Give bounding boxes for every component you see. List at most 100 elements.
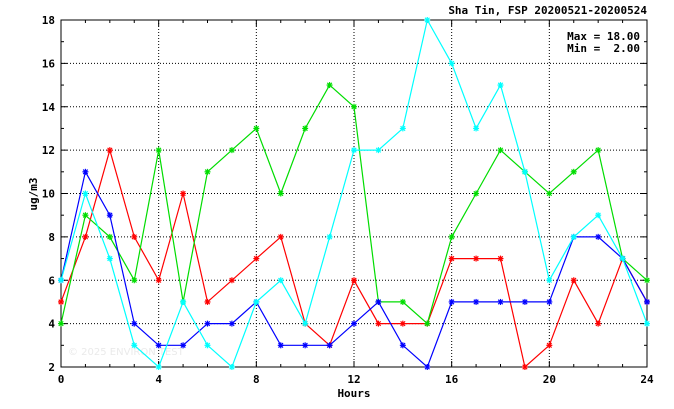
data-point bbox=[473, 298, 480, 305]
data-point bbox=[228, 277, 235, 284]
data-point bbox=[375, 320, 382, 327]
data-point bbox=[546, 277, 553, 284]
data-point bbox=[448, 233, 455, 240]
data-point bbox=[58, 320, 64, 327]
y-tick-label: 8 bbox=[48, 231, 55, 244]
y-tick-label: 4 bbox=[48, 318, 55, 331]
data-point bbox=[155, 364, 162, 370]
x-tick-labels: 0 4 8 12 16 20 24 bbox=[58, 373, 654, 386]
data-point bbox=[204, 168, 211, 175]
data-point bbox=[58, 298, 64, 305]
data-point bbox=[521, 364, 528, 370]
data-point bbox=[253, 298, 260, 305]
y-tick-labels: 2 4 6 8 10 12 14 16 18 bbox=[42, 14, 56, 374]
data-point bbox=[326, 82, 333, 89]
data-point bbox=[82, 212, 89, 219]
data-point bbox=[399, 320, 406, 327]
y-tick-label: 6 bbox=[48, 274, 55, 287]
data-point bbox=[155, 342, 162, 349]
data-point bbox=[277, 277, 284, 284]
data-point bbox=[595, 147, 602, 154]
data-point bbox=[424, 364, 431, 370]
data-point bbox=[326, 342, 333, 349]
data-point bbox=[228, 364, 235, 370]
data-point bbox=[277, 190, 284, 197]
data-point bbox=[497, 82, 504, 89]
data-point bbox=[106, 233, 113, 240]
data-point bbox=[521, 168, 528, 175]
data-point bbox=[58, 277, 64, 284]
series-2 bbox=[58, 82, 650, 327]
data-point bbox=[131, 320, 138, 327]
data-point bbox=[228, 147, 235, 154]
y-tick-label: 2 bbox=[48, 361, 55, 374]
data-point bbox=[180, 190, 187, 197]
data-point bbox=[155, 147, 162, 154]
data-point bbox=[473, 255, 480, 262]
data-point bbox=[424, 320, 431, 327]
data-point bbox=[473, 190, 480, 197]
data-point bbox=[424, 17, 431, 23]
data-point bbox=[497, 298, 504, 305]
data-point bbox=[570, 168, 577, 175]
y-tick-label: 10 bbox=[42, 188, 55, 201]
y-tick-label: 12 bbox=[42, 144, 55, 157]
x-axis-label: Hours bbox=[337, 387, 370, 400]
watermark: © 2025 ENVIRON TEST bbox=[68, 347, 185, 358]
x-tick-label: 0 bbox=[58, 373, 65, 386]
x-tick-label: 8 bbox=[253, 373, 260, 386]
data-point bbox=[106, 212, 113, 219]
data-point bbox=[302, 342, 309, 349]
data-point bbox=[570, 233, 577, 240]
data-point bbox=[399, 298, 406, 305]
data-point bbox=[155, 277, 162, 284]
data-point bbox=[326, 233, 333, 240]
data-point bbox=[180, 298, 187, 305]
data-point bbox=[473, 125, 480, 132]
data-point bbox=[106, 147, 113, 154]
data-point bbox=[546, 298, 553, 305]
data-point bbox=[448, 255, 455, 262]
grid-lines bbox=[61, 20, 647, 367]
data-point bbox=[204, 342, 211, 349]
data-point bbox=[595, 320, 602, 327]
x-tick-label: 16 bbox=[445, 373, 459, 386]
data-point bbox=[302, 125, 309, 132]
data-point bbox=[375, 298, 382, 305]
data-point bbox=[131, 277, 138, 284]
y-tick-label: 18 bbox=[42, 14, 55, 27]
data-point bbox=[131, 342, 138, 349]
data-point bbox=[277, 233, 284, 240]
data-point bbox=[448, 60, 455, 67]
data-point bbox=[351, 103, 357, 110]
data-point bbox=[448, 298, 455, 305]
max-label: Max = 18.00 bbox=[567, 30, 640, 43]
series-4 bbox=[58, 17, 650, 370]
data-point bbox=[619, 255, 626, 262]
data-point bbox=[546, 342, 553, 349]
data-point bbox=[644, 298, 650, 305]
data-point bbox=[375, 147, 382, 154]
y-axis-label: ug/m3 bbox=[27, 177, 40, 210]
data-point bbox=[595, 233, 602, 240]
data-point bbox=[228, 320, 235, 327]
x-tick-label: 24 bbox=[640, 373, 654, 386]
data-point bbox=[180, 342, 187, 349]
data-point bbox=[570, 277, 577, 284]
x-tick-label: 4 bbox=[155, 373, 162, 386]
x-tick-label: 12 bbox=[347, 373, 360, 386]
data-point bbox=[497, 147, 504, 154]
data-point bbox=[106, 255, 113, 262]
data-point bbox=[399, 125, 406, 132]
data-point bbox=[351, 277, 357, 284]
min-label: Min = 2.00 bbox=[567, 42, 640, 55]
data-point bbox=[204, 320, 211, 327]
data-point bbox=[302, 320, 309, 327]
data-point bbox=[644, 320, 650, 327]
data-point bbox=[351, 147, 357, 154]
data-point bbox=[521, 298, 528, 305]
chart-title: Sha Tin, FSP 20200521-20200524 bbox=[448, 4, 647, 17]
x-tick-label: 20 bbox=[543, 373, 556, 386]
data-point bbox=[595, 212, 602, 219]
